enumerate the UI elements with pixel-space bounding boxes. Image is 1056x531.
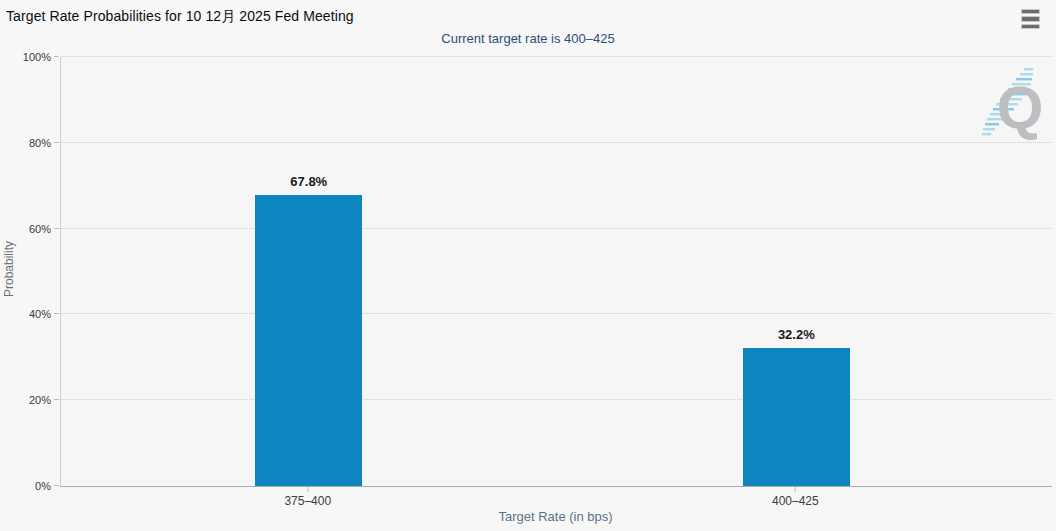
y-tick-mark xyxy=(54,313,59,314)
x-tick-mark xyxy=(795,487,796,492)
x-category-label: 400–425 xyxy=(772,494,819,508)
bar xyxy=(255,195,362,486)
chart-context-menu-button[interactable] xyxy=(1018,9,1042,29)
hamburger-menu-icon xyxy=(1021,9,1040,14)
bar-value-label: 67.8% xyxy=(290,174,327,189)
fedwatch-chart-panel: Target Rate Probabilities for 10 12月 202… xyxy=(0,0,1056,531)
y-tick-label: 60% xyxy=(29,223,51,235)
gridline xyxy=(61,228,1052,229)
y-tick-mark xyxy=(54,142,59,143)
watermark-stripes-icon: Q xyxy=(982,65,1048,147)
x-category-label: 375–400 xyxy=(284,494,331,508)
y-axis: 0%20%40%60%80%100% xyxy=(0,57,60,486)
y-tick-label: 100% xyxy=(23,51,51,63)
y-tick-label: 0% xyxy=(35,480,51,492)
gridline xyxy=(61,399,1052,400)
gridline xyxy=(61,313,1052,314)
bar xyxy=(743,348,850,486)
bar-value-label: 32.2% xyxy=(778,327,815,342)
plot-area: Q 67.8% 32.2% xyxy=(60,57,1052,487)
gridline xyxy=(61,56,1052,57)
gridline xyxy=(61,142,1052,143)
quikstrike-watermark: Q xyxy=(982,65,1048,147)
y-tick-label: 80% xyxy=(29,137,51,149)
y-tick-mark xyxy=(54,399,59,400)
watermark-letter: Q xyxy=(997,74,1044,141)
y-tick-label: 40% xyxy=(29,308,51,320)
hamburger-menu-icon xyxy=(1021,16,1040,21)
x-axis-title: Target Rate (in bps) xyxy=(60,509,1051,524)
x-axis: 375–400 400–425 xyxy=(60,486,1051,510)
y-tick-mark xyxy=(54,228,59,229)
y-tick-label: 20% xyxy=(29,394,51,406)
y-tick-mark xyxy=(54,56,59,57)
hamburger-menu-icon xyxy=(1021,24,1040,29)
x-tick-mark xyxy=(307,487,308,492)
chart-title: Target Rate Probabilities for 10 12月 202… xyxy=(6,8,354,26)
chart-subtitle: Current target rate is 400–425 xyxy=(0,31,1056,46)
y-tick-mark xyxy=(54,485,59,486)
